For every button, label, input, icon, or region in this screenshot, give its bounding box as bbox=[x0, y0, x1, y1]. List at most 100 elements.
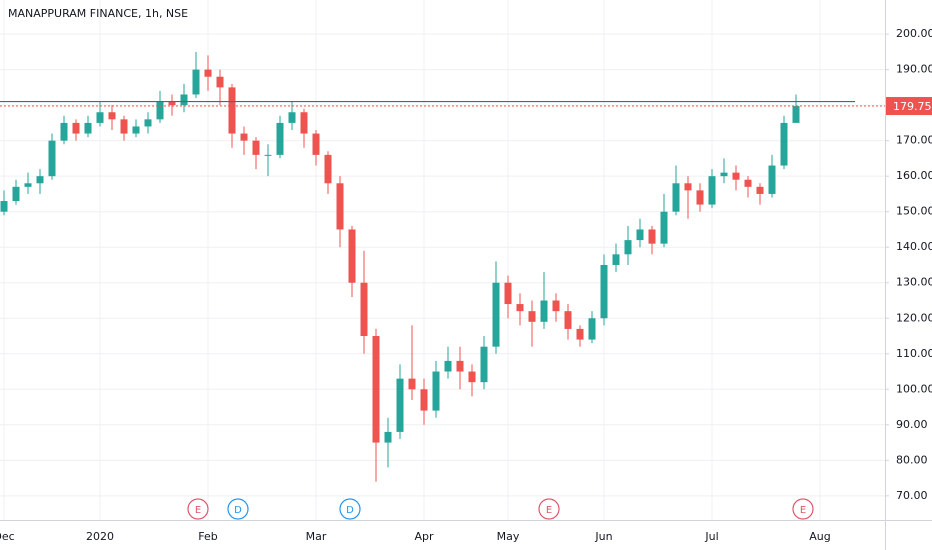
x-tick-label: Feb bbox=[198, 530, 217, 543]
y-tick-label: 110.00 bbox=[896, 347, 932, 360]
event-label: D bbox=[346, 505, 354, 516]
x-tick-label: Aug bbox=[809, 530, 830, 543]
candle-body bbox=[120, 119, 128, 134]
candle-body bbox=[312, 133, 320, 155]
candle-body bbox=[108, 112, 116, 120]
y-tick-label: 140.00 bbox=[896, 240, 932, 253]
candle-body bbox=[204, 69, 212, 77]
y-tick-label: 170.00 bbox=[896, 134, 932, 147]
y-tick-label: 130.00 bbox=[896, 276, 932, 289]
candle-body bbox=[324, 154, 332, 184]
candle-body bbox=[264, 154, 272, 156]
candle-body bbox=[756, 186, 764, 194]
y-tick-label: 150.00 bbox=[896, 205, 932, 218]
x-tick-label: May bbox=[497, 530, 520, 543]
candle-body bbox=[132, 126, 140, 134]
candle-body bbox=[672, 183, 680, 212]
event-marker bbox=[792, 498, 814, 520]
candle-body bbox=[0, 201, 8, 212]
event-marker bbox=[538, 498, 560, 520]
candle-body bbox=[708, 176, 716, 205]
candle-body bbox=[648, 229, 656, 244]
candle-body bbox=[288, 112, 296, 123]
candle-body bbox=[336, 183, 344, 230]
candle-body bbox=[540, 300, 548, 322]
candle-body bbox=[228, 87, 236, 134]
candle-body bbox=[720, 172, 728, 177]
candle-body bbox=[492, 282, 500, 347]
candle-body bbox=[396, 378, 404, 432]
candle-body bbox=[552, 300, 560, 312]
candle-body bbox=[744, 179, 752, 187]
last-price-box bbox=[886, 97, 932, 116]
candle-body bbox=[588, 318, 596, 340]
y-tick-label: 90.00 bbox=[896, 418, 928, 431]
candle-body bbox=[372, 336, 380, 443]
candle-body bbox=[72, 122, 80, 134]
candle-body bbox=[192, 69, 200, 95]
candle-body bbox=[144, 119, 152, 127]
candle-body bbox=[360, 282, 368, 337]
candle-body bbox=[444, 360, 452, 372]
event-marker bbox=[227, 498, 249, 520]
candle-body bbox=[480, 346, 488, 383]
x-tick-label: Jul bbox=[704, 530, 718, 543]
candle-body bbox=[12, 186, 20, 202]
candle-body bbox=[240, 133, 248, 141]
candle-body bbox=[792, 106, 800, 123]
candle-body bbox=[768, 165, 776, 194]
event-label: D bbox=[234, 505, 242, 516]
candle-body bbox=[84, 122, 92, 134]
x-tick-label: 2020 bbox=[86, 530, 114, 543]
candle-body bbox=[612, 254, 620, 265]
candle-body bbox=[96, 112, 104, 123]
candle-body bbox=[420, 389, 428, 411]
y-tick-label: 160.00 bbox=[896, 169, 932, 182]
event-marker bbox=[187, 498, 209, 520]
candle-body bbox=[276, 122, 284, 155]
x-tick-label: Dec bbox=[0, 530, 15, 543]
candle-body bbox=[408, 378, 416, 390]
y-tick-label: 190.00 bbox=[896, 63, 932, 76]
candle-body bbox=[348, 229, 356, 283]
y-tick-label: 70.00 bbox=[896, 489, 928, 502]
event-label: E bbox=[800, 505, 806, 516]
candle-body bbox=[780, 122, 788, 166]
candle-body bbox=[300, 112, 308, 134]
candle-body bbox=[660, 211, 668, 244]
candle-body bbox=[60, 122, 68, 141]
candle-body bbox=[696, 190, 704, 205]
event-label: E bbox=[195, 505, 201, 516]
candle-body bbox=[684, 183, 692, 191]
candle-body bbox=[468, 371, 476, 383]
candle-body bbox=[732, 172, 740, 180]
event-marker bbox=[339, 498, 361, 520]
candle-body bbox=[624, 240, 632, 255]
y-tick-label: 200.00 bbox=[896, 27, 932, 40]
y-tick-label: 120.00 bbox=[896, 311, 932, 324]
candle-body bbox=[600, 264, 608, 319]
chart-title: MANAPPURAM FINANCE, 1h, NSE bbox=[8, 7, 188, 20]
candle-body bbox=[156, 101, 164, 120]
last-price-label: 179.75 bbox=[893, 100, 932, 113]
x-tick-label: Jun bbox=[594, 530, 612, 543]
candle-body bbox=[36, 176, 44, 184]
candle-body bbox=[180, 94, 188, 106]
candle-body bbox=[636, 229, 644, 241]
candle-body bbox=[48, 140, 56, 177]
candle-body bbox=[384, 431, 392, 443]
candle-body bbox=[168, 101, 176, 106]
x-tick-label: Mar bbox=[306, 530, 327, 543]
candle-body bbox=[504, 282, 512, 305]
candle-body bbox=[516, 304, 524, 312]
candle-body bbox=[216, 76, 224, 88]
event-label: E bbox=[546, 505, 552, 516]
y-tick-label: 80.00 bbox=[896, 453, 928, 466]
candle-body bbox=[24, 183, 32, 187]
candle-body bbox=[564, 311, 572, 329]
candle-body bbox=[528, 311, 536, 322]
candle-body bbox=[456, 360, 464, 372]
x-tick-label: Apr bbox=[414, 530, 434, 543]
